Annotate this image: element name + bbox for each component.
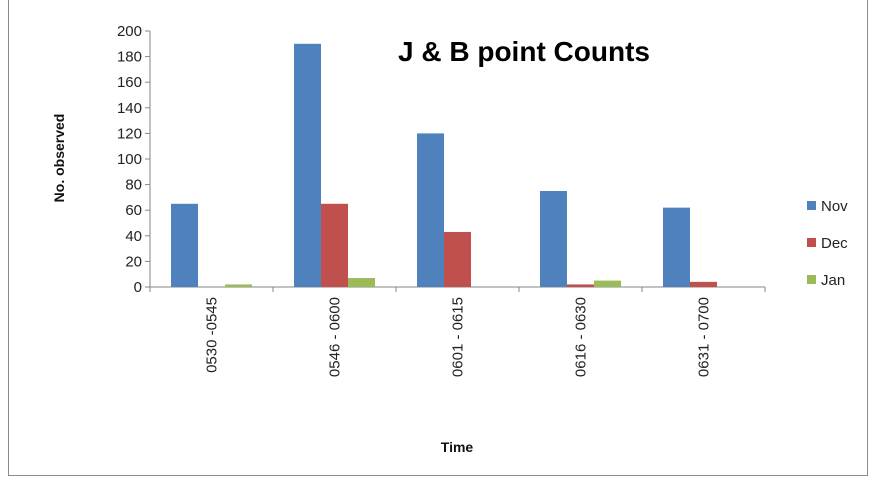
y-tick-label: 160 [117,74,142,91]
bar-nov [417,133,444,287]
y-tick-label: 20 [125,253,142,270]
x-tick-label: 0616 - 0630 [573,297,590,377]
x-tick-label: 0530 -0545 [204,297,221,373]
bar-dec [690,281,717,287]
y-tick-label: 0 [134,279,142,296]
legend-label: Nov [821,198,848,215]
bar-nov [663,207,690,287]
plot-area: 0 20 40 60 80 100 120 140 160 180 200 0530 -0545 054… [117,23,766,377]
y-tick-label: 120 [117,125,142,142]
y-tick-label: 100 [117,151,142,168]
bar-jan [348,278,375,287]
bar-nov [171,203,198,287]
y-tick-label: 80 [125,177,142,194]
bar-dec [444,231,471,287]
x-tick-label: 0546 - 0600 [327,297,344,377]
bar-nov [540,191,567,287]
legend: Nov Dec Jan [807,198,848,289]
legend-label: Jan [821,272,845,289]
y-tick-label: 60 [125,202,142,219]
y-axis-title: No. observed [51,114,67,203]
x-tick-label: 0601 - 0615 [450,297,467,377]
y-tick-label: 140 [117,100,142,117]
y-tick-label: 40 [125,228,142,245]
legend-label: Dec [821,235,848,252]
legend-swatch-dec [807,238,816,247]
y-tick-label: 200 [117,23,142,40]
y-tick-label: 180 [117,49,142,66]
bar-dec [321,203,348,287]
legend-swatch-jan [807,275,816,284]
bar-jan [594,280,621,287]
bar-dec [567,284,594,287]
bar-nov [294,43,321,287]
bar-jan [225,284,252,287]
x-axis-title: Time [441,439,474,455]
x-tick-label: 0631 - 0700 [696,297,713,377]
chart-title: J & B point Counts [398,36,650,67]
legend-swatch-nov [807,201,816,210]
